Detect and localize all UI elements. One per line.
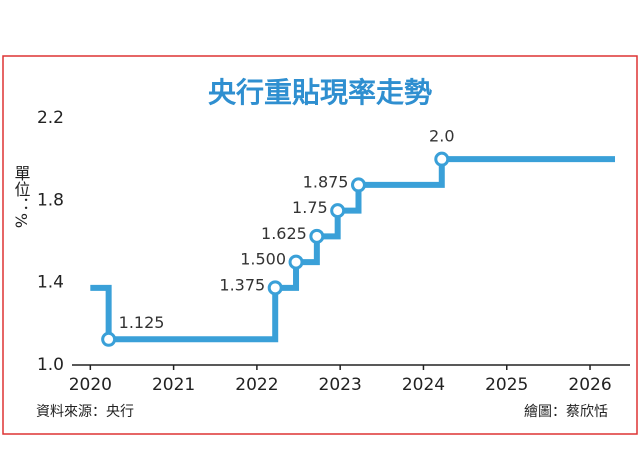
value-label: 1.375 xyxy=(219,275,265,294)
x-tick-label: 2023 xyxy=(319,375,362,395)
x-tick-label: 2021 xyxy=(152,375,195,395)
value-label: 1.625 xyxy=(261,224,307,243)
point-marker xyxy=(101,331,117,347)
point-marker xyxy=(309,228,325,244)
credit: 繪圖：蔡欣恬 xyxy=(524,403,608,420)
point-marker xyxy=(434,151,450,167)
value-label: 1.75 xyxy=(292,198,328,217)
y-tick-label: 1.4 xyxy=(37,273,64,293)
x-tick-label: 2020 xyxy=(69,375,112,395)
value-label: 2.0 xyxy=(429,127,454,146)
step-line xyxy=(90,156,616,343)
source: 資料來源：央行 xyxy=(36,404,134,420)
y-tick-label: 1.0 xyxy=(37,355,64,375)
y-tick-label: 2.2 xyxy=(37,108,64,128)
x-tick-label: 2026 xyxy=(568,375,611,395)
value-label: 1.500 xyxy=(240,250,286,269)
point-marker xyxy=(350,177,366,193)
x-tick-label: 2024 xyxy=(402,375,445,395)
chart-title: 央行重貼現率走勢 xyxy=(208,76,432,109)
point-marker xyxy=(288,254,304,270)
x-tick-label: 2022 xyxy=(235,375,278,395)
value-label: 1.125 xyxy=(119,313,165,332)
y-axis-label: 單位：% xyxy=(12,165,31,228)
point-marker xyxy=(267,280,283,296)
value-label: 1.875 xyxy=(303,172,349,191)
x-tick-label: 2025 xyxy=(485,375,528,395)
y-tick-label: 1.8 xyxy=(37,190,64,210)
frame xyxy=(2,55,638,435)
point-marker xyxy=(330,203,346,219)
